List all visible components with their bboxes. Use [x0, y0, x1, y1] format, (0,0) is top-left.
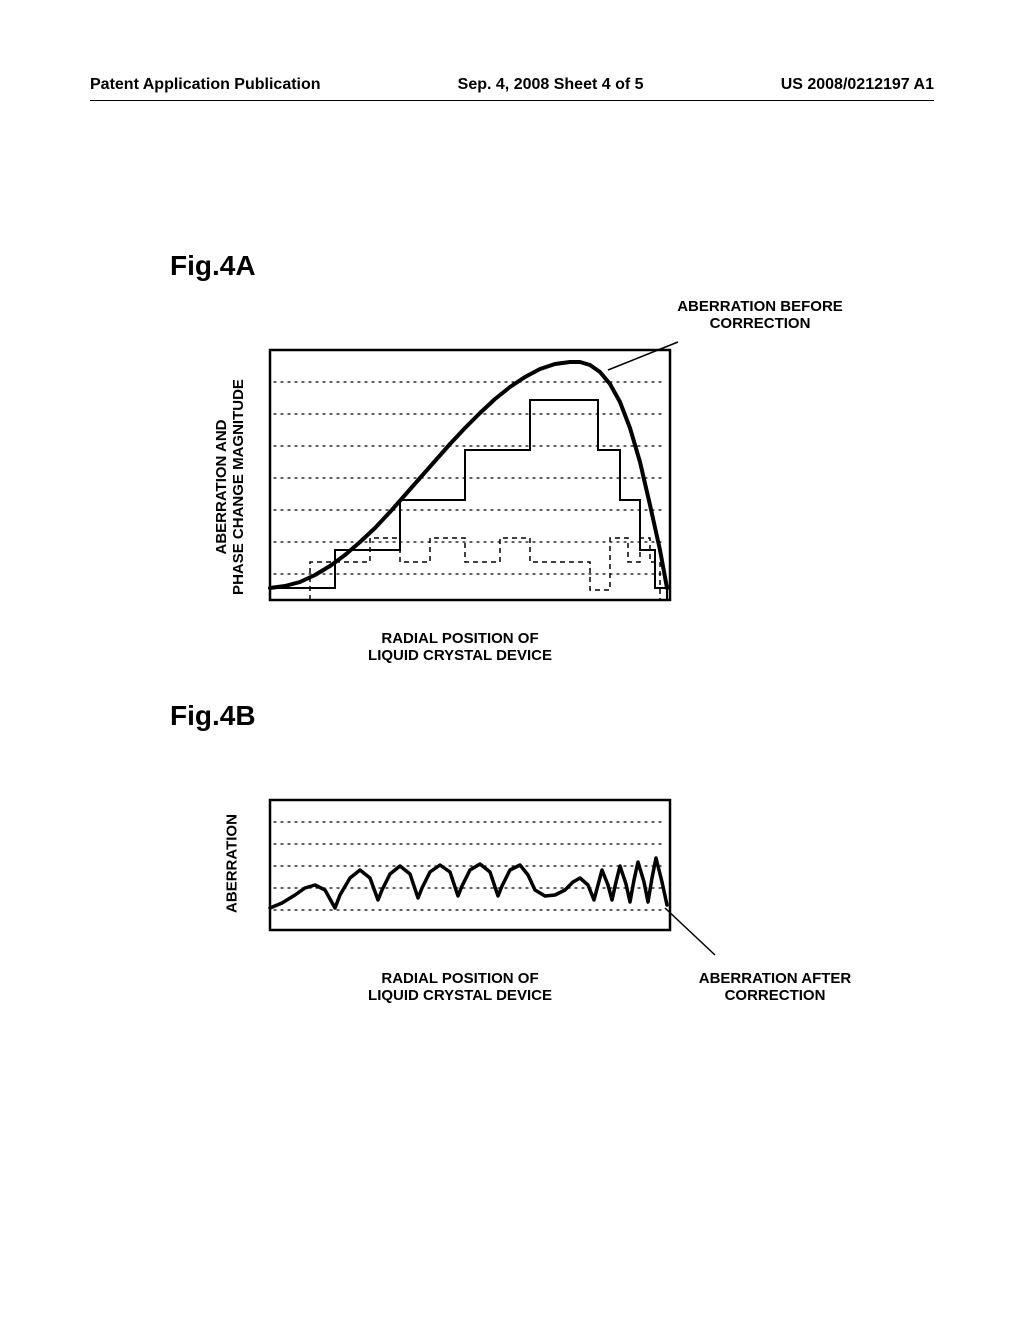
figure-4a-chart — [250, 330, 690, 620]
fig4a-x-label: RADIAL POSITION OFLIQUID CRYSTAL DEVICE — [280, 630, 640, 664]
callout-aberration-after: ABERRATION AFTERCORRECTION — [665, 970, 885, 1004]
callout-aberration-before: ABERRATION BEFORECORRECTION — [640, 298, 880, 332]
header-divider — [90, 100, 934, 101]
fig4b-x-text: RADIAL POSITION OFLIQUID CRYSTAL DEVICE — [368, 970, 552, 1004]
fig4b-y-text: ABERRATION — [224, 814, 241, 913]
figure-4b-chart — [250, 790, 690, 965]
header-center: Sep. 4, 2008 Sheet 4 of 5 — [458, 76, 644, 94]
fig4b-x-label: RADIAL POSITION OFLIQUID CRYSTAL DEVICE — [280, 970, 640, 1004]
fig4b-y-label: ABERRATION — [224, 804, 241, 924]
callout-a-text: ABERRATION BEFORECORRECTION — [677, 298, 843, 332]
callout-b-text: ABERRATION AFTERCORRECTION — [699, 970, 852, 1004]
fig4a-y-label: ABERRATION ANDPHASE CHANGE MAGNITUDE — [213, 367, 247, 607]
header-left: Patent Application Publication — [90, 76, 321, 94]
fig4b-svg — [250, 790, 730, 990]
header-right: US 2008/0212197 A1 — [781, 76, 934, 94]
figure-4b-label: Fig.4B — [170, 700, 256, 732]
fig4a-x-text: RADIAL POSITION OFLIQUID CRYSTAL DEVICE — [368, 630, 552, 664]
figure-4a-label: Fig.4A — [170, 250, 256, 282]
fig4a-svg — [250, 330, 690, 620]
fig4a-y-text: ABERRATION ANDPHASE CHANGE MAGNITUDE — [213, 379, 247, 595]
page-header: Patent Application Publication Sep. 4, 2… — [0, 76, 1024, 101]
